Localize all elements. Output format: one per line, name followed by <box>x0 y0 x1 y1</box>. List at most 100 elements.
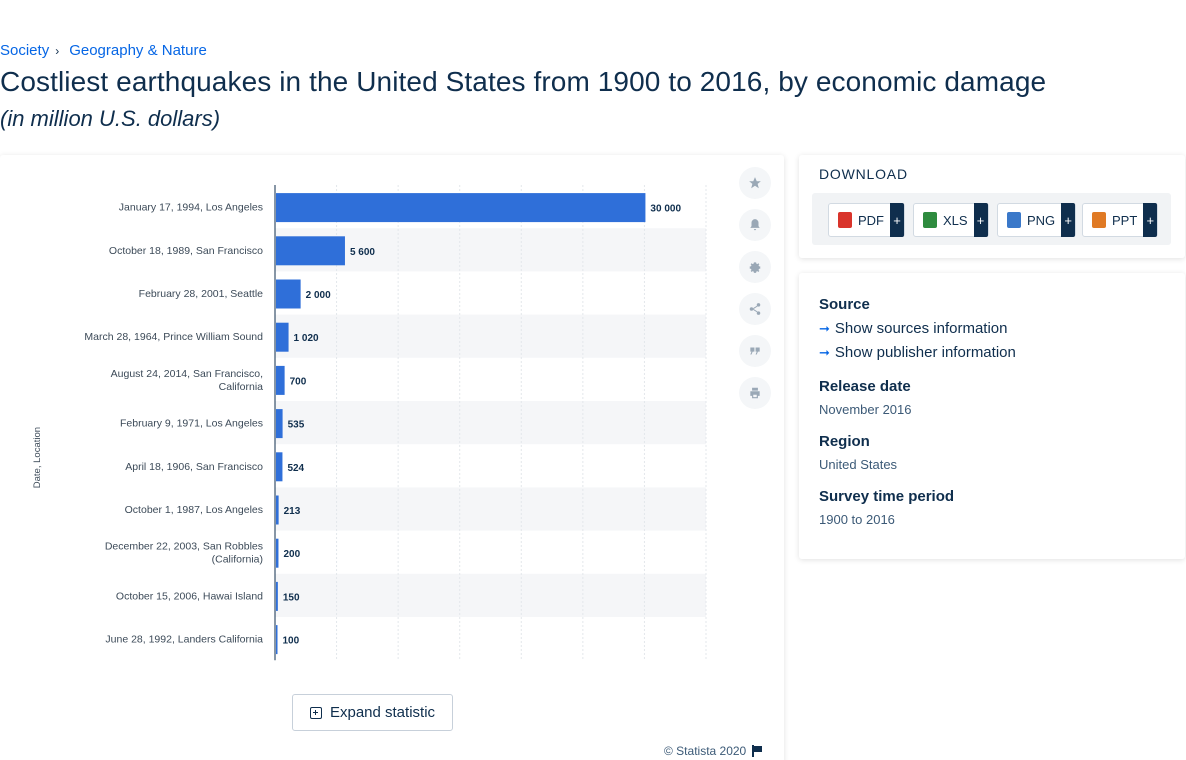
survey-period-value: 1900 to 2016 <box>819 512 895 527</box>
breadcrumb-geography-link[interactable]: Geography & Nature <box>69 42 207 59</box>
download-card: DOWNLOAD PDF + XLS + PNG + PPT + <box>799 155 1185 258</box>
download-png-plus: + <box>1061 203 1076 237</box>
category-label: December 22, 2003, San Robbles <box>105 541 263 553</box>
data-label: 30 000 <box>650 204 681 215</box>
download-png-label: PNG <box>1027 212 1056 228</box>
survey-period-label: Survey time period <box>819 488 955 505</box>
share-icon <box>749 303 761 315</box>
category-label: (California) <box>212 554 263 566</box>
bar <box>276 581 278 611</box>
download-ppt-button[interactable]: PPT + <box>1082 203 1159 237</box>
show-sources-link[interactable]: ➞ Show sources information <box>819 320 1008 337</box>
bar <box>276 452 283 482</box>
data-label: 5 600 <box>350 247 375 258</box>
page-title: Costliest earthquakes in the United Stat… <box>0 66 1047 97</box>
data-label: 150 <box>283 592 300 603</box>
copyright-text: © Statista 2020 <box>664 744 747 758</box>
download-bar: PDF + XLS + PNG + PPT + <box>812 193 1171 245</box>
data-label: 200 <box>283 549 300 560</box>
statistic-info-card: Source ➞ Show sources information ➞ Show… <box>799 273 1185 559</box>
download-xls-button[interactable]: XLS + <box>913 203 989 237</box>
category-label: February 9, 1971, Los Angeles <box>120 418 263 430</box>
download-xls-label: XLS <box>943 212 968 228</box>
bar <box>276 193 646 223</box>
arrow-right-icon: ➞ <box>819 320 830 336</box>
bar-chart: 30 000 January 17, 1994, Los Angeles 5 600… <box>32 185 707 661</box>
bar <box>276 625 278 655</box>
expand-icon <box>309 706 322 719</box>
ppt-file-icon <box>1092 212 1106 228</box>
row-band <box>275 573 706 617</box>
region-label: Region <box>819 433 870 450</box>
breadcrumb-separator: › <box>55 43 60 58</box>
download-pdf-button[interactable]: PDF + <box>828 203 905 237</box>
expand-statistic-button[interactable]: Expand statistic <box>292 694 453 731</box>
category-label: June 28, 1992, Landers California <box>105 634 263 646</box>
chart-card: 30 000 January 17, 1994, Los Angeles 5 600… <box>0 155 784 760</box>
bar <box>276 495 279 525</box>
breadcrumb: Society › Geography & Nature <box>0 42 207 59</box>
bar <box>276 236 345 266</box>
category-label: April 18, 1906, San Francisco <box>125 461 263 473</box>
bar <box>276 538 279 568</box>
category-label: February 28, 2001, Seattle <box>139 288 263 300</box>
source-label: Source <box>819 296 870 313</box>
row-band <box>275 401 706 445</box>
pdf-file-icon <box>838 212 852 228</box>
arrow-right-icon: ➞ <box>819 344 830 360</box>
category-label: October 1, 1987, Los Angeles <box>125 504 263 516</box>
download-pdf-label: PDF <box>858 212 884 228</box>
expand-statistic-label: Expand statistic <box>329 704 436 721</box>
flag-icon[interactable] <box>752 745 763 757</box>
print-button[interactable] <box>739 377 771 409</box>
star-icon <box>749 177 761 189</box>
row-band <box>275 487 706 531</box>
region-value: United States <box>819 457 898 472</box>
breadcrumb-society-link[interactable]: Society <box>0 42 50 59</box>
category-label: March 28, 1964, Prince William Sound <box>84 331 263 343</box>
show-publisher-label: Show publisher information <box>834 344 1016 361</box>
notification-button[interactable] <box>739 209 771 241</box>
download-heading: DOWNLOAD <box>819 166 908 182</box>
printer-icon <box>750 387 760 399</box>
settings-button[interactable] <box>739 251 771 283</box>
data-label: 535 <box>288 420 305 431</box>
favorite-star-button[interactable] <box>739 167 771 199</box>
bell-icon <box>750 219 760 231</box>
release-date-value: November 2016 <box>819 402 912 417</box>
data-label: 100 <box>283 636 300 647</box>
y-axis-title: Date, Location <box>32 427 43 488</box>
download-png-button[interactable]: PNG + <box>997 203 1077 237</box>
row-band <box>275 228 706 272</box>
xls-file-icon <box>923 212 937 228</box>
download-xls-plus: + <box>973 203 988 237</box>
share-button[interactable] <box>739 293 771 325</box>
category-label: October 15, 2006, Hawai Island <box>116 590 263 602</box>
bar <box>276 365 285 395</box>
copyright: © Statista 2020 <box>664 744 763 758</box>
category-label: California <box>219 381 264 393</box>
category-label: January 17, 1994, Los Angeles <box>119 202 263 214</box>
show-publisher-link[interactable]: ➞ Show publisher information <box>819 344 1016 361</box>
download-ppt-label: PPT <box>1112 212 1138 228</box>
page-subtitle: (in million U.S. dollars) <box>0 106 221 131</box>
data-label: 700 <box>290 376 307 387</box>
bar <box>276 322 289 352</box>
row-band <box>275 314 706 358</box>
data-label: 524 <box>287 463 304 474</box>
quote-icon <box>750 347 760 355</box>
download-ppt-plus: + <box>1143 203 1158 237</box>
gear-icon <box>749 262 761 273</box>
category-label: August 24, 2014, San Francisco, <box>111 368 263 380</box>
png-file-icon <box>1007 212 1021 228</box>
bar <box>276 409 283 439</box>
release-date-label: Release date <box>819 378 911 395</box>
data-label: 2 000 <box>306 290 331 301</box>
category-label: October 18, 1989, San Francisco <box>109 245 263 257</box>
show-sources-label: Show sources information <box>834 320 1008 337</box>
data-label: 213 <box>284 506 301 517</box>
download-pdf-plus: + <box>890 203 904 237</box>
citation-button[interactable] <box>739 335 771 367</box>
bar <box>276 279 301 309</box>
data-label: 1 020 <box>294 333 319 344</box>
